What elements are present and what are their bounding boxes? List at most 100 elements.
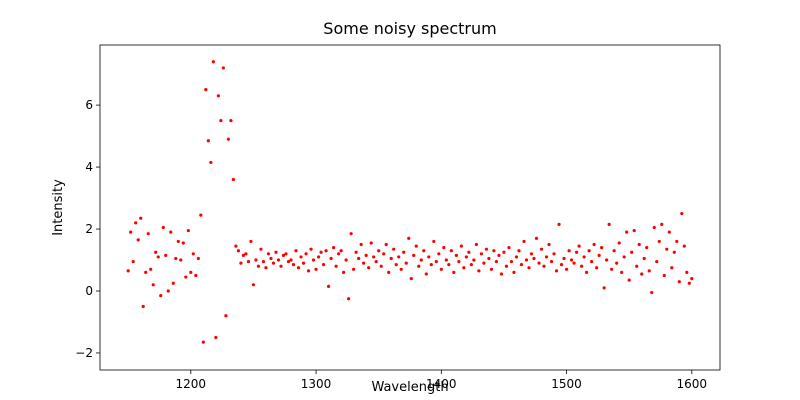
x-tick-label: 1300 (301, 377, 332, 391)
point (625, 230, 629, 234)
point (499, 272, 504, 276)
point (417, 264, 421, 268)
chart-title: Some noisy spectrum (323, 19, 496, 38)
point (665, 247, 669, 251)
point (259, 247, 263, 251)
point (334, 264, 338, 268)
point (519, 263, 524, 267)
point (414, 244, 418, 248)
point (532, 256, 536, 261)
point (274, 250, 278, 254)
point (567, 249, 571, 253)
point (632, 228, 636, 233)
point (129, 230, 133, 234)
point (154, 250, 158, 254)
point (174, 256, 178, 261)
point (219, 118, 223, 123)
point (549, 259, 554, 264)
point (229, 118, 233, 123)
point (600, 246, 604, 250)
point (141, 304, 145, 309)
point (189, 270, 193, 275)
point (677, 280, 681, 284)
point (559, 263, 564, 267)
point (279, 264, 283, 268)
point (254, 258, 258, 262)
point (657, 239, 661, 244)
point (409, 277, 413, 281)
point (612, 249, 616, 253)
point (284, 252, 288, 256)
y-tick-label: 4 (85, 160, 93, 174)
point (261, 259, 266, 264)
point (595, 266, 599, 270)
point (582, 255, 586, 259)
point (231, 177, 235, 182)
point (352, 267, 356, 271)
point (234, 244, 238, 248)
point (134, 221, 138, 225)
point (597, 253, 601, 257)
point (477, 269, 481, 273)
point (444, 258, 448, 262)
point (682, 244, 686, 248)
point (166, 289, 170, 293)
point (660, 222, 664, 226)
point (579, 264, 584, 268)
point (324, 249, 328, 253)
point (620, 270, 624, 275)
point (289, 258, 293, 262)
point (427, 255, 431, 259)
point (357, 256, 361, 261)
point (557, 222, 561, 226)
point (539, 247, 544, 251)
point (337, 252, 341, 256)
point (630, 250, 634, 254)
point (354, 250, 358, 254)
point (449, 249, 453, 253)
point (429, 263, 433, 267)
point (204, 88, 208, 92)
point (637, 242, 641, 247)
point (304, 252, 308, 256)
point (349, 232, 353, 236)
point (306, 269, 311, 273)
point (554, 269, 559, 273)
point (241, 253, 246, 257)
point (627, 278, 631, 282)
point (522, 239, 526, 244)
point (645, 246, 649, 250)
point (617, 241, 621, 245)
point (164, 253, 168, 257)
point (256, 264, 261, 268)
x-tick-label: 1500 (551, 377, 582, 391)
point (534, 236, 539, 240)
point (537, 261, 541, 265)
point (181, 241, 185, 245)
point (419, 258, 423, 262)
point (321, 263, 326, 267)
x-tick-label: 1600 (677, 377, 708, 391)
point (389, 256, 393, 261)
point (640, 272, 644, 276)
point (504, 264, 509, 268)
point (394, 263, 398, 267)
point (151, 283, 155, 287)
point (652, 225, 656, 230)
point (269, 256, 273, 261)
point (464, 255, 468, 259)
point (424, 272, 428, 276)
point (402, 250, 406, 254)
point (209, 160, 213, 165)
point (574, 250, 579, 254)
point (146, 232, 150, 236)
point (509, 259, 514, 264)
point (469, 263, 473, 267)
point (542, 264, 546, 268)
point (179, 258, 183, 262)
point (226, 137, 230, 141)
x-tick-label: 1400 (426, 377, 457, 391)
point (479, 252, 483, 256)
point (670, 266, 674, 270)
point (552, 252, 556, 256)
